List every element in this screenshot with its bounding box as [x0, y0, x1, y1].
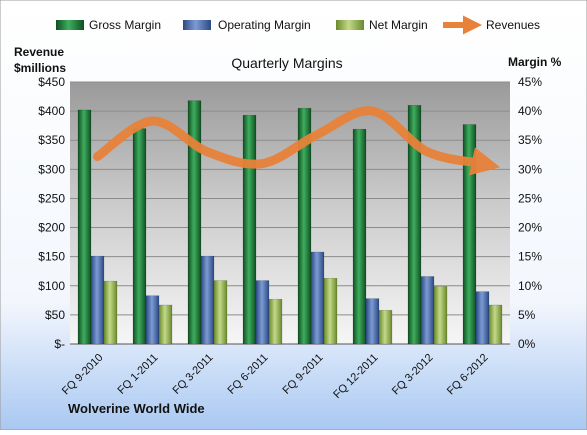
right-tick-label: 20% — [518, 221, 542, 235]
bar-gross-margin — [297, 107, 312, 345]
right-axis-ticks: 0% 5% 10% 15% 20% 25% 30% 35% 40% 45% — [518, 75, 542, 351]
bar-operating-margin — [145, 295, 160, 345]
bar-operating-margin — [365, 298, 380, 345]
bar-net-margin — [213, 280, 228, 345]
right-tick-label: 10% — [518, 279, 542, 293]
right-tick-label: 35% — [518, 133, 542, 147]
legend-swatch-gross-margin — [56, 20, 84, 30]
chart-title: Quarterly Margins — [231, 55, 342, 71]
bar-gross-margin — [462, 124, 477, 345]
bar-operating-margin — [310, 251, 325, 345]
left-axis-label-line2: $millions — [14, 61, 66, 75]
right-tick-label: 45% — [518, 75, 542, 89]
left-axis-ticks: $- $50 $100 $150 $200 $250 $300 $350 $400 $450 — [38, 75, 65, 351]
right-tick-label: 0% — [518, 337, 536, 351]
right-tick-label: 40% — [518, 104, 542, 118]
left-tick-label: $50 — [45, 308, 65, 322]
bar-net-margin — [378, 309, 393, 345]
left-tick-label: $150 — [38, 250, 65, 264]
bar-gross-margin — [407, 105, 422, 345]
legend: Gross Margin Operating Margin Net Margin… — [56, 15, 540, 35]
right-tick-label: 25% — [518, 191, 542, 205]
right-tick-label: 30% — [518, 162, 542, 176]
bar-net-margin — [433, 286, 448, 345]
left-tick-label: $100 — [38, 279, 65, 293]
bar-net-margin — [488, 304, 503, 345]
revenue-line — [93, 106, 501, 176]
legend-label-net-margin: Net Margin — [369, 18, 428, 32]
legend-item-operating-margin: Operating Margin — [183, 18, 311, 32]
left-tick-label: $400 — [38, 104, 65, 118]
bar-net-margin — [103, 280, 118, 345]
bar-net-margin — [323, 277, 338, 345]
bar-operating-margin — [475, 291, 490, 345]
bar-operating-margin — [255, 280, 270, 345]
company-name: Wolverine World Wide — [68, 401, 205, 416]
bar-gross-margin — [187, 100, 202, 345]
bar-operating-margin — [420, 276, 435, 345]
right-tick-label: 5% — [518, 308, 536, 322]
legend-item-gross-margin: Gross Margin — [56, 18, 161, 32]
left-tick-label: $450 — [38, 75, 65, 89]
left-tick-label: $300 — [38, 162, 65, 176]
bar-net-margin — [158, 304, 173, 345]
bar-operating-margin — [90, 255, 105, 345]
left-tick-label: $350 — [38, 133, 65, 147]
legend-label-gross-margin: Gross Margin — [89, 18, 161, 32]
left-tick-label: $- — [54, 337, 65, 351]
left-tick-label: $200 — [38, 221, 65, 235]
bar-gross-margin — [242, 114, 257, 345]
revenue-line-path — [93, 106, 501, 176]
bar-net-margin — [268, 298, 283, 345]
bars — [77, 100, 503, 345]
legend-label-operating-margin: Operating Margin — [218, 18, 311, 32]
legend-item-revenues: Revenues — [443, 15, 540, 35]
left-axis-label-line1: Revenue — [14, 45, 64, 59]
bar-gross-margin — [132, 128, 147, 345]
legend-item-net-margin: Net Margin — [336, 18, 428, 32]
bar-operating-margin — [200, 255, 215, 345]
right-tick-label: 15% — [518, 250, 542, 264]
legend-swatch-operating-margin — [183, 20, 211, 30]
legend-swatch-net-margin — [336, 20, 364, 30]
bar-gross-margin — [77, 109, 92, 345]
right-axis-label: Margin % — [508, 55, 562, 69]
legend-label-revenues: Revenues — [486, 18, 540, 32]
left-tick-label: $250 — [38, 191, 65, 205]
bar-gross-margin — [352, 128, 367, 345]
